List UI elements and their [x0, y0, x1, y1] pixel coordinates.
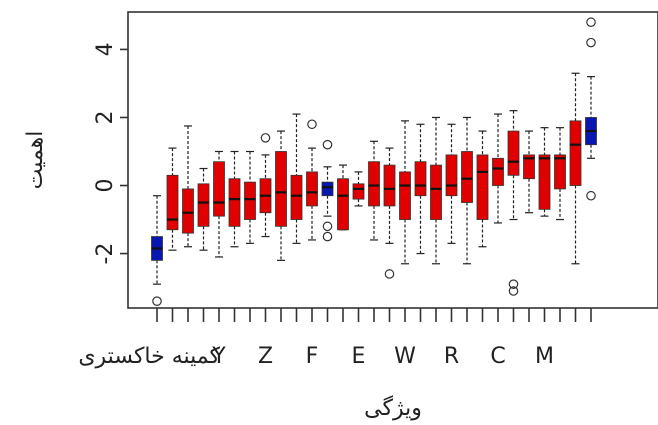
x-category-label: F	[306, 344, 319, 369]
box-19	[430, 116, 442, 265]
box-body	[492, 157, 504, 186]
box-13	[337, 164, 349, 231]
box-15	[368, 140, 380, 241]
x-axis-title: ویژگی	[364, 395, 422, 421]
box-body	[213, 161, 225, 217]
y-tick-label: 0	[93, 179, 118, 193]
outlier-point	[586, 17, 596, 28]
outlier-point	[586, 190, 596, 201]
outlier-point	[322, 221, 333, 232]
box-12	[321, 139, 334, 242]
x-category-label: E	[352, 344, 366, 369]
box-body	[275, 151, 287, 227]
box-9	[275, 130, 287, 261]
outlier-point	[152, 296, 162, 306]
box-body	[430, 164, 442, 220]
y-axis-title: اهمیت	[23, 131, 48, 190]
box-29	[585, 17, 597, 201]
box-body	[337, 178, 349, 231]
box-body	[166, 174, 179, 231]
box-1	[151, 195, 163, 306]
box-21	[461, 116, 473, 265]
box-body	[554, 154, 566, 190]
outlier-point	[322, 139, 333, 150]
box-body	[538, 154, 551, 210]
outlier-point	[508, 279, 519, 289]
box-20	[445, 123, 458, 244]
box-24	[507, 110, 520, 296]
outlier-point	[586, 37, 596, 48]
box-8	[259, 133, 272, 238]
box-16	[383, 147, 396, 279]
box-27	[554, 127, 566, 221]
x-category-label: Y	[211, 344, 226, 369]
box-6	[228, 150, 241, 248]
outlier-point	[307, 119, 317, 130]
box-body	[523, 154, 535, 180]
box-body	[228, 178, 241, 227]
box-7	[244, 150, 256, 244]
box-body	[383, 164, 396, 207]
y-tick-label: 4	[93, 42, 118, 56]
x-category-label: W	[394, 344, 416, 369]
box-body	[182, 188, 194, 234]
box-body	[476, 154, 489, 220]
y-axis: -2 0 2 4	[93, 42, 128, 265]
box-body	[399, 171, 411, 220]
box-10	[290, 113, 303, 244]
box-body	[445, 154, 458, 197]
x-category-label: C	[490, 344, 505, 369]
x-category-label: کمینه خاکستری	[78, 344, 220, 369]
box-body	[290, 174, 303, 220]
box-28	[569, 72, 582, 265]
outlier-point	[260, 133, 271, 143]
x-category-label: M	[535, 344, 554, 369]
box-body	[197, 183, 210, 227]
x-category-label: Z	[258, 344, 273, 369]
box-14	[352, 171, 365, 207]
box-26	[538, 127, 551, 217]
plot-frame	[127, 11, 658, 309]
box-body	[352, 183, 365, 200]
box-body	[569, 120, 582, 186]
box-body	[461, 151, 473, 203]
box-22	[476, 130, 489, 248]
box-body	[368, 161, 380, 207]
x-axis	[156, 308, 592, 322]
box-17	[399, 120, 411, 265]
box-4	[197, 167, 210, 251]
box-18	[414, 123, 427, 255]
y-tick-label: 2	[93, 110, 118, 124]
box-body	[414, 161, 427, 197]
box-2	[166, 147, 179, 251]
box-25	[523, 130, 535, 214]
box-3	[182, 125, 194, 248]
box-series	[151, 17, 597, 306]
box-body	[244, 181, 256, 220]
box-body	[321, 181, 334, 197]
outlier-point	[322, 231, 333, 242]
box-11	[306, 119, 318, 241]
x-category-label: R	[444, 344, 459, 369]
box-23	[492, 113, 504, 224]
outlier-point	[384, 269, 395, 279]
box-body	[507, 130, 520, 176]
box-5	[213, 150, 225, 258]
box-body	[306, 171, 318, 207]
y-tick-label: -2	[93, 243, 118, 265]
outlier-point	[508, 286, 519, 296]
